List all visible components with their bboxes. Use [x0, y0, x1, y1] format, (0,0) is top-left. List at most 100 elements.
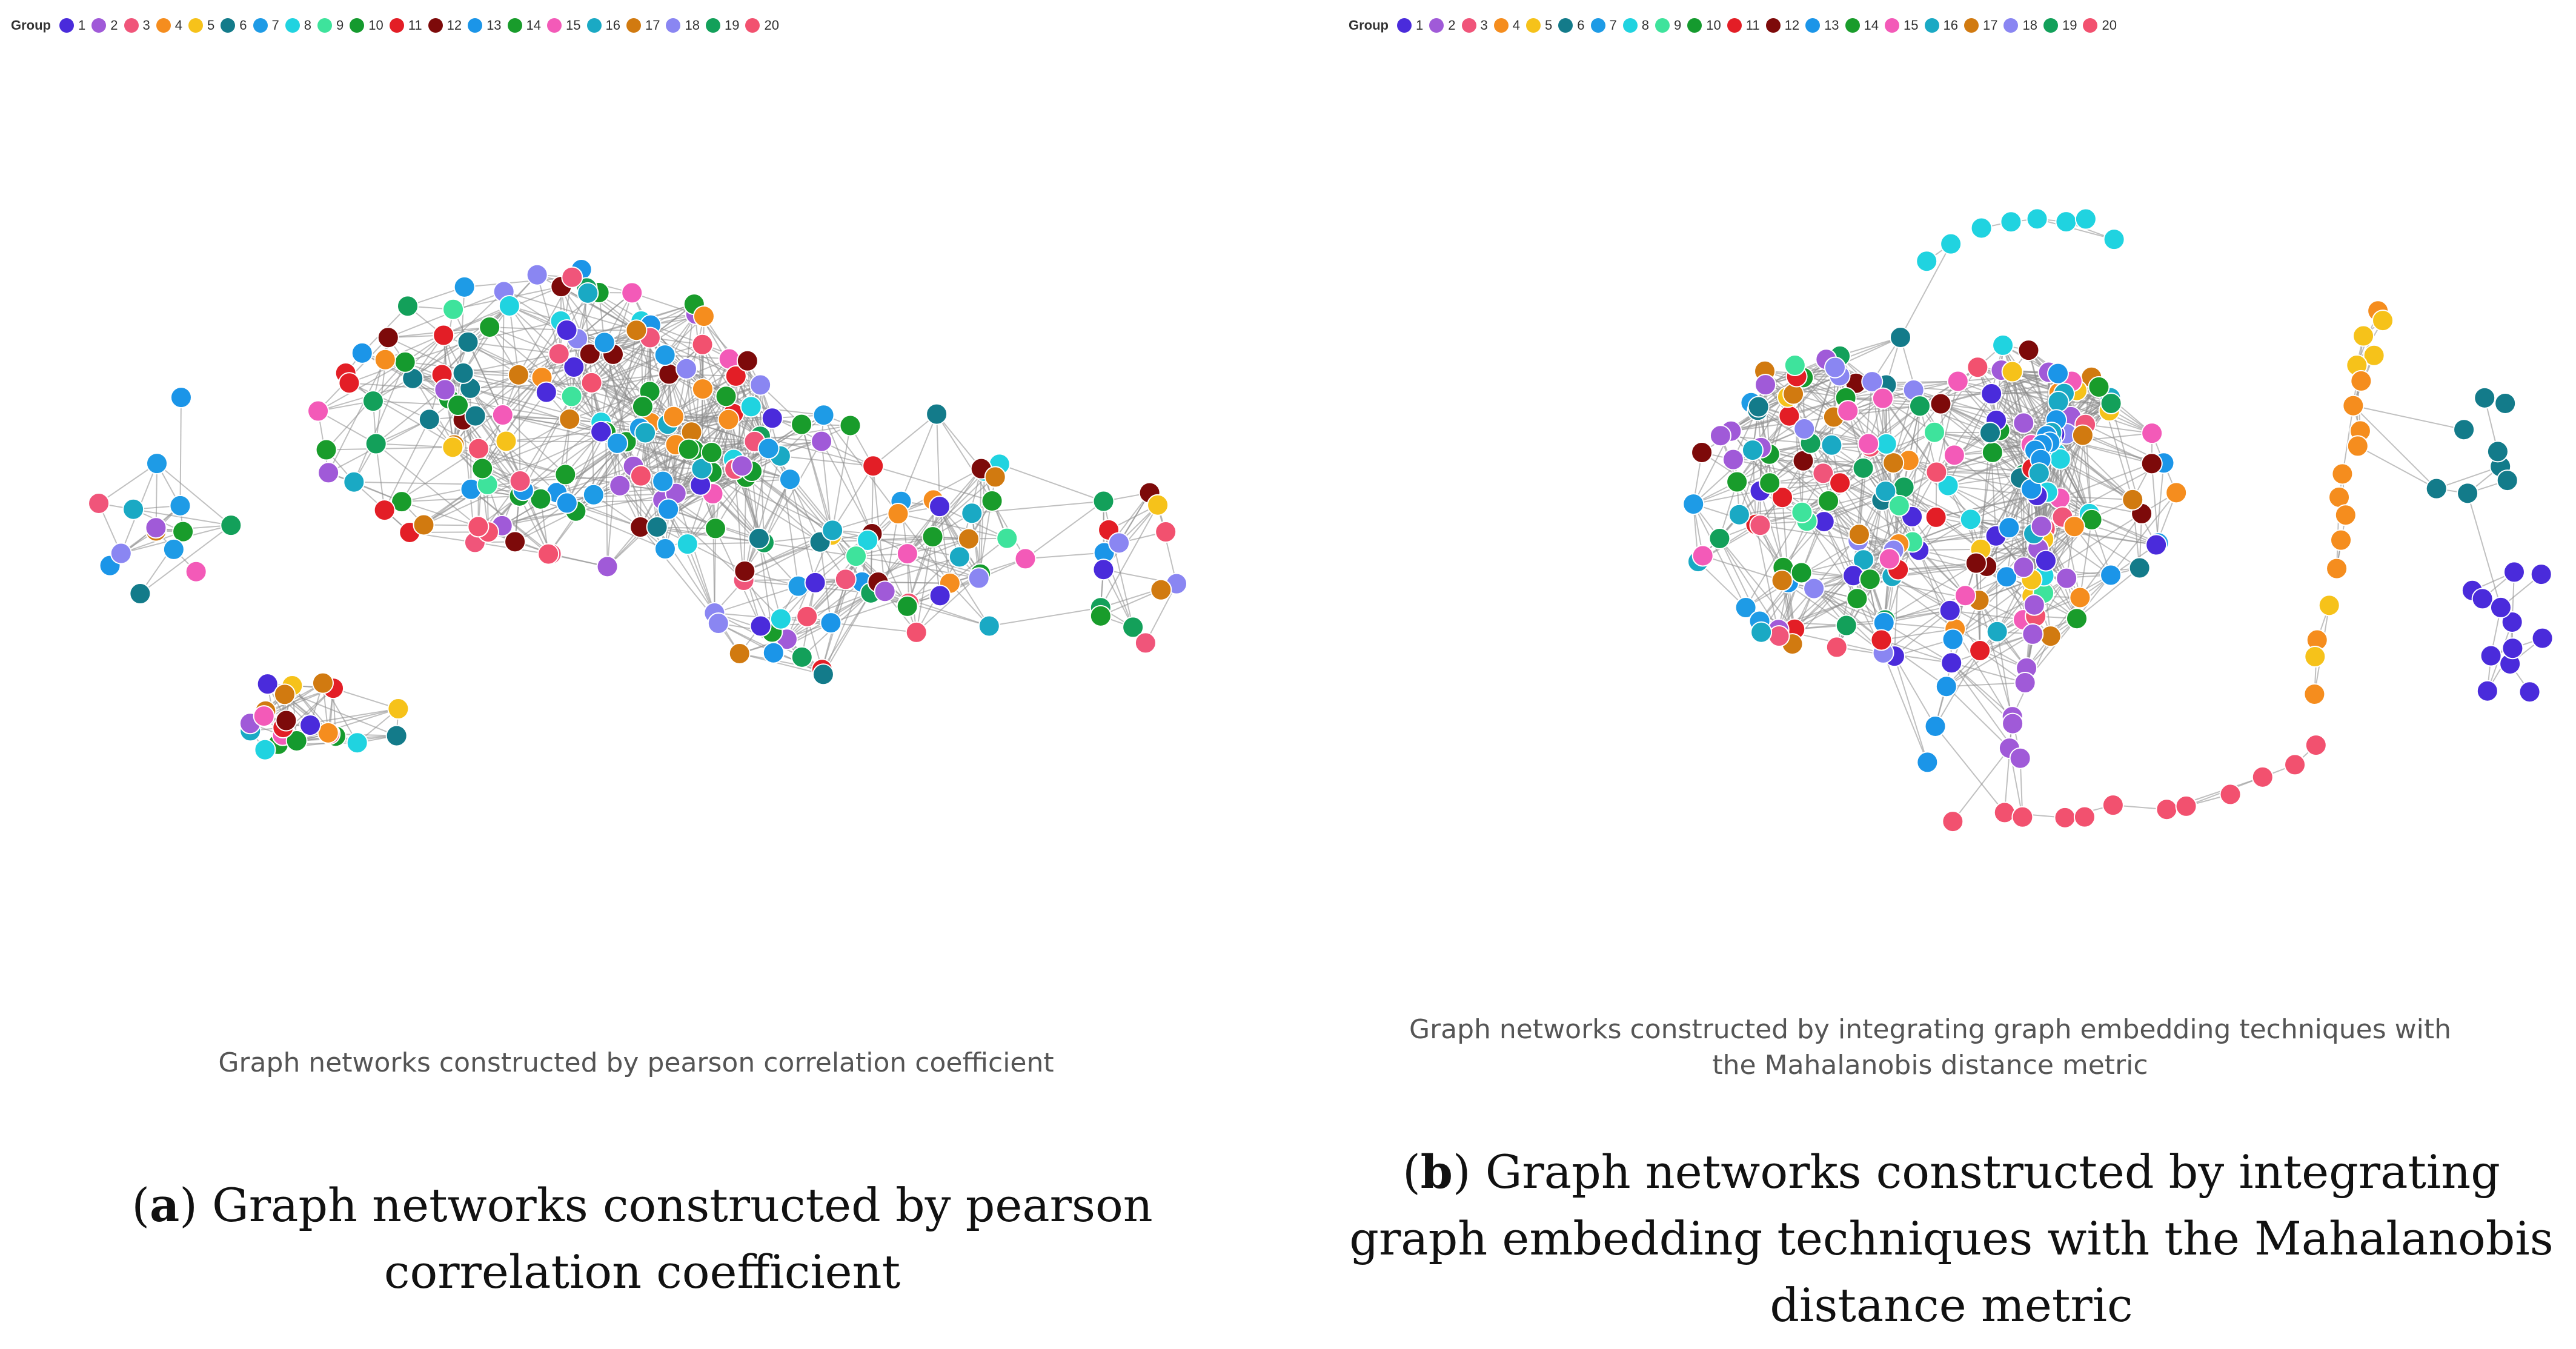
legend-label: 16	[605, 18, 620, 33]
legend-label: 18	[685, 18, 700, 33]
node-group-2	[874, 580, 896, 603]
node-group-20	[2054, 806, 2076, 829]
node-group-1	[2034, 549, 2057, 572]
node-group-7	[162, 538, 185, 560]
node-group-1	[535, 381, 557, 403]
node-group-11	[373, 499, 396, 522]
node-group-9	[1924, 421, 1946, 443]
node-group-20	[1993, 801, 2016, 824]
node-group-1	[2480, 645, 2502, 667]
edge	[1911, 516, 1966, 596]
edge	[1934, 650, 1980, 727]
edge	[1698, 561, 1747, 608]
node-group-2	[2030, 515, 2053, 537]
legend-label: 1	[1416, 18, 1424, 33]
node-group-17	[1882, 452, 1905, 474]
node-group-8	[2074, 208, 2097, 230]
legend-label: 7	[271, 18, 279, 33]
legend-swatch	[626, 18, 641, 33]
edge	[569, 391, 650, 420]
node-group-4	[717, 408, 740, 431]
edge	[625, 442, 642, 528]
legend-label: 3	[142, 18, 150, 33]
edge	[569, 337, 651, 420]
node-group-5	[2363, 344, 2385, 366]
edge	[1947, 393, 1993, 486]
node-group-13	[1935, 675, 1957, 698]
legend-swatch	[1590, 18, 1605, 33]
edge	[908, 602, 990, 627]
node-group-20	[2284, 754, 2306, 776]
node-group-18	[526, 264, 548, 286]
node-group-8	[2000, 211, 2022, 233]
legend-swatch	[1885, 18, 1900, 33]
node-group-1	[2530, 563, 2552, 586]
node-group-16	[122, 498, 145, 520]
edge	[932, 536, 990, 627]
node-group-6	[2486, 440, 2509, 463]
edge	[487, 431, 606, 485]
node-group-4	[692, 305, 715, 328]
node-group-14	[921, 526, 944, 548]
node-group-19	[1122, 616, 1144, 638]
edge	[482, 419, 570, 469]
legend-swatch	[507, 18, 522, 33]
node-group-11	[862, 455, 885, 477]
legend-swatch	[1397, 18, 1412, 33]
node-group-5	[495, 430, 517, 452]
node-group-15	[2141, 422, 2163, 445]
node-group-12	[1930, 393, 1952, 415]
node-group-13	[657, 498, 680, 520]
legend-swatch	[221, 18, 236, 33]
edge	[823, 592, 872, 675]
legend-item-group-11: 11	[1727, 18, 1760, 33]
legend-label: 19	[724, 18, 740, 33]
legend-label: 7	[1609, 18, 1617, 33]
legend-label: 2	[1448, 18, 1456, 33]
edge	[575, 510, 666, 549]
node-group-8	[740, 396, 762, 418]
edge	[868, 538, 969, 541]
node-group-1	[2489, 596, 2512, 618]
edge	[739, 653, 824, 675]
node-group-4	[2346, 435, 2369, 457]
node-group-6	[2128, 557, 2151, 579]
edge	[1950, 609, 2024, 621]
edge	[489, 326, 560, 355]
edge	[1954, 628, 2013, 724]
legend-swatch	[350, 18, 365, 33]
node-group-8	[1959, 508, 1982, 531]
edge	[1701, 452, 1761, 492]
nodes	[1682, 208, 2554, 833]
node-group-20	[2219, 783, 2242, 806]
legend-label: 20	[764, 18, 779, 33]
node-group-2	[2056, 567, 2078, 589]
legend-swatch	[1964, 18, 1979, 33]
node-group-1	[2145, 534, 2168, 556]
node-group-3	[1812, 462, 1834, 485]
node-group-19	[1092, 490, 1115, 512]
legend-item-group-15: 15	[1885, 18, 1919, 33]
legend-item-group-13: 13	[468, 18, 502, 33]
subfigure-letter-a: a	[149, 1178, 180, 1232]
edge	[1024, 500, 1104, 560]
nodes	[88, 258, 1188, 761]
node-group-5	[2304, 645, 2326, 668]
network-graph-pearson	[88, 258, 1188, 761]
legend-item-group-4: 4	[1493, 18, 1520, 33]
node-group-8	[1916, 250, 1938, 273]
node-group-8	[346, 732, 368, 754]
node-group-2	[609, 474, 631, 497]
node-group-16	[961, 502, 983, 525]
edge	[1813, 588, 1882, 641]
panel-b: Group 1 2 3 4 5 6 7 8 9 10 11 12 13 14 15 16 17 18 19 20 Gr…	[1288, 0, 2576, 1349]
node-group-18	[676, 357, 698, 380]
legend-item-group-2: 2	[91, 18, 118, 33]
edge	[560, 286, 637, 331]
node-group-15	[1857, 433, 1880, 455]
legend-swatch	[1429, 18, 1444, 33]
edge	[801, 424, 834, 531]
edge	[763, 479, 791, 543]
edge	[714, 612, 781, 620]
node-group-18	[1803, 577, 1825, 600]
